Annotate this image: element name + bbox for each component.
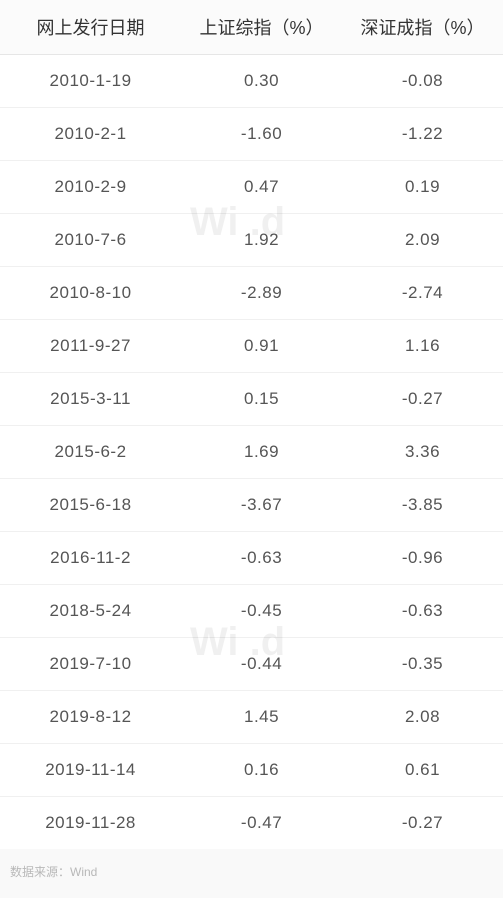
cell-sse: -2.89 xyxy=(181,267,342,320)
cell-date: 2015-6-18 xyxy=(0,479,181,532)
col-header-szse: 深证成指（%） xyxy=(342,0,503,55)
cell-szse: -2.74 xyxy=(342,267,503,320)
cell-sse: 1.45 xyxy=(181,691,342,744)
cell-szse: 1.16 xyxy=(342,320,503,373)
table-row: 2015-6-2 1.69 3.36 xyxy=(0,426,503,479)
cell-szse: -0.08 xyxy=(342,55,503,108)
cell-date: 2016-11-2 xyxy=(0,532,181,585)
cell-date: 2018-5-24 xyxy=(0,585,181,638)
cell-sse: 1.92 xyxy=(181,214,342,267)
table-row: 2011-9-27 0.91 1.16 xyxy=(0,320,503,373)
table-row: 2016-11-2 -0.63 -0.96 xyxy=(0,532,503,585)
cell-szse: 0.61 xyxy=(342,744,503,797)
table-row: 2019-8-12 1.45 2.08 xyxy=(0,691,503,744)
cell-szse: -1.22 xyxy=(342,108,503,161)
table-row: 2010-1-19 0.30 -0.08 xyxy=(0,55,503,108)
cell-date: 2011-9-27 xyxy=(0,320,181,373)
col-header-date: 网上发行日期 xyxy=(0,0,181,55)
cell-szse: -3.85 xyxy=(342,479,503,532)
table-row: 2019-11-14 0.16 0.61 xyxy=(0,744,503,797)
cell-date: 2019-11-28 xyxy=(0,797,181,850)
data-table-container: Wi .d Wi .d 网上发行日期 上证综指（%） 深证成指（%） 2010-… xyxy=(0,0,503,898)
cell-sse: -0.47 xyxy=(181,797,342,850)
cell-sse: -1.60 xyxy=(181,108,342,161)
cell-szse: 2.08 xyxy=(342,691,503,744)
table-row: 2019-11-28 -0.47 -0.27 xyxy=(0,797,503,850)
cell-szse: 2.09 xyxy=(342,214,503,267)
cell-sse: 0.16 xyxy=(181,744,342,797)
cell-szse: -0.63 xyxy=(342,585,503,638)
cell-date: 2010-2-9 xyxy=(0,161,181,214)
cell-sse: 0.30 xyxy=(181,55,342,108)
table-row: 2010-2-9 0.47 0.19 xyxy=(0,161,503,214)
table-row: 2010-8-10 -2.89 -2.74 xyxy=(0,267,503,320)
table-row: 2018-5-24 -0.45 -0.63 xyxy=(0,585,503,638)
cell-sse: 1.69 xyxy=(181,426,342,479)
index-returns-table: 网上发行日期 上证综指（%） 深证成指（%） 2010-1-19 0.30 -0… xyxy=(0,0,503,849)
table-row: 2010-2-1 -1.60 -1.22 xyxy=(0,108,503,161)
cell-szse: 3.36 xyxy=(342,426,503,479)
cell-date: 2010-1-19 xyxy=(0,55,181,108)
cell-date: 2019-7-10 xyxy=(0,638,181,691)
cell-sse: -0.63 xyxy=(181,532,342,585)
cell-szse: -0.27 xyxy=(342,373,503,426)
cell-sse: -0.45 xyxy=(181,585,342,638)
table-row: 2015-6-18 -3.67 -3.85 xyxy=(0,479,503,532)
cell-date: 2015-3-11 xyxy=(0,373,181,426)
data-source-note: 数据来源：Wind xyxy=(0,849,503,898)
table-body: 2010-1-19 0.30 -0.08 2010-2-1 -1.60 -1.2… xyxy=(0,55,503,850)
cell-szse: -0.96 xyxy=(342,532,503,585)
cell-date: 2010-7-6 xyxy=(0,214,181,267)
cell-sse: 0.15 xyxy=(181,373,342,426)
cell-date: 2010-2-1 xyxy=(0,108,181,161)
cell-sse: 0.91 xyxy=(181,320,342,373)
cell-date: 2019-8-12 xyxy=(0,691,181,744)
cell-date: 2010-8-10 xyxy=(0,267,181,320)
cell-szse: 0.19 xyxy=(342,161,503,214)
cell-sse: -0.44 xyxy=(181,638,342,691)
col-header-sse: 上证综指（%） xyxy=(181,0,342,55)
cell-sse: -3.67 xyxy=(181,479,342,532)
table-row: 2019-7-10 -0.44 -0.35 xyxy=(0,638,503,691)
table-header-row: 网上发行日期 上证综指（%） 深证成指（%） xyxy=(0,0,503,55)
cell-sse: 0.47 xyxy=(181,161,342,214)
cell-szse: -0.27 xyxy=(342,797,503,850)
table-row: 2015-3-11 0.15 -0.27 xyxy=(0,373,503,426)
cell-szse: -0.35 xyxy=(342,638,503,691)
cell-date: 2015-6-2 xyxy=(0,426,181,479)
cell-date: 2019-11-14 xyxy=(0,744,181,797)
table-row: 2010-7-6 1.92 2.09 xyxy=(0,214,503,267)
